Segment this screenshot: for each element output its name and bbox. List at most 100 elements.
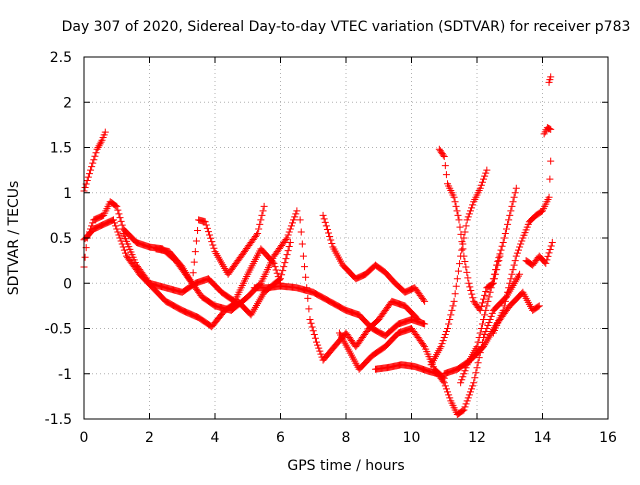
data-point-marker xyxy=(449,302,457,310)
data-point-marker xyxy=(458,376,466,384)
data-point-marker xyxy=(486,288,494,296)
data-point-marker xyxy=(480,175,488,183)
data-point-marker xyxy=(542,259,550,267)
data-point-marker xyxy=(463,397,471,405)
data-point-marker xyxy=(203,224,211,232)
data-point-marker xyxy=(483,166,491,174)
data-point-marker xyxy=(466,283,474,291)
data-point-marker xyxy=(498,242,506,250)
series-track-e xyxy=(152,202,268,287)
data-point-marker xyxy=(298,240,306,248)
data-point-marker xyxy=(474,359,482,367)
data-point-marker xyxy=(440,379,448,387)
data-point-marker xyxy=(285,243,293,251)
data-point-marker xyxy=(208,238,216,246)
data-point-marker xyxy=(462,263,470,271)
data-point-marker xyxy=(442,171,450,179)
data-point-marker xyxy=(187,277,195,285)
data-point-marker xyxy=(484,321,492,329)
data-point-marker xyxy=(293,207,301,215)
data-point-marker xyxy=(444,388,452,396)
data-point-marker xyxy=(285,228,293,236)
data-point-marker xyxy=(445,391,453,399)
data-point-marker xyxy=(420,296,428,304)
data-point-marker xyxy=(456,223,464,231)
data-point-marker xyxy=(252,231,260,239)
data-point-marker xyxy=(514,246,522,254)
data-point-marker xyxy=(180,267,188,275)
data-point-marker xyxy=(301,263,309,271)
data-point-marker xyxy=(281,259,289,267)
data-point-marker xyxy=(283,251,291,259)
data-point-marker xyxy=(460,234,468,242)
data-point-marker xyxy=(451,198,459,206)
data-point-marker xyxy=(444,325,452,332)
data-point-marker xyxy=(465,210,473,218)
data-point-marker xyxy=(499,239,507,247)
data-point-marker xyxy=(546,245,554,253)
data-point-marker xyxy=(457,252,465,260)
data-point-marker xyxy=(111,219,119,227)
data-point-marker xyxy=(271,263,279,271)
data-point-marker xyxy=(81,183,89,191)
data-point-marker xyxy=(83,177,91,185)
data-point-marker xyxy=(493,261,501,269)
data-point-marker xyxy=(189,269,197,277)
data-point-marker xyxy=(289,219,297,227)
data-point-marker xyxy=(464,213,472,221)
data-point-marker xyxy=(303,284,311,292)
data-point-marker xyxy=(490,270,498,278)
chart-title: Day 307 of 2020, Sidereal Day-to-day VTE… xyxy=(62,19,631,35)
data-point-marker xyxy=(116,234,124,242)
data-point-marker xyxy=(307,319,315,327)
data-point-marker xyxy=(328,240,336,248)
data-point-marker xyxy=(326,232,334,240)
data-point-marker xyxy=(505,216,513,224)
data-point-marker xyxy=(178,263,186,271)
data-point-marker xyxy=(113,202,121,210)
series-track-o xyxy=(489,157,555,337)
data-point-marker xyxy=(114,206,122,214)
data-point-marker xyxy=(504,220,512,228)
x-tick-label: 12 xyxy=(468,430,486,446)
data-point-marker xyxy=(115,231,123,239)
data-point-marker xyxy=(481,331,489,339)
data-point-marker xyxy=(489,275,497,283)
data-point-marker xyxy=(450,297,458,305)
data-point-marker xyxy=(279,267,287,275)
data-point-marker xyxy=(206,231,214,239)
data-point-marker xyxy=(484,297,492,305)
data-point-marker xyxy=(459,373,467,381)
series-track-q xyxy=(540,124,555,138)
data-point-marker xyxy=(96,140,104,148)
data-point-marker xyxy=(470,379,478,387)
data-point-marker xyxy=(511,257,519,265)
data-point-marker xyxy=(190,258,198,266)
data-point-marker xyxy=(437,343,445,351)
data-point-marker xyxy=(183,270,191,278)
data-point-marker xyxy=(534,303,542,311)
data-point-marker xyxy=(480,295,488,303)
data-point-marker xyxy=(323,225,331,233)
data-point-marker xyxy=(274,273,282,281)
y-tick-label: 2 xyxy=(63,95,72,111)
data-point-marker xyxy=(270,259,278,267)
data-point-marker xyxy=(97,138,105,146)
data-point-marker xyxy=(85,170,93,178)
data-point-marker xyxy=(465,279,473,287)
data-point-marker xyxy=(512,252,520,260)
data-point-marker xyxy=(179,265,187,273)
data-point-marker xyxy=(463,216,471,224)
data-point-marker xyxy=(305,305,313,313)
data-point-marker xyxy=(460,370,468,378)
data-point-marker xyxy=(544,252,552,260)
data-point-marker xyxy=(464,394,472,402)
data-point-marker xyxy=(468,385,476,393)
data-point-marker xyxy=(467,286,475,294)
data-point-marker xyxy=(114,228,122,236)
data-point-marker xyxy=(89,159,97,167)
data-point-marker xyxy=(84,173,92,181)
data-point-marker xyxy=(546,125,554,133)
data-point-marker xyxy=(481,311,489,319)
